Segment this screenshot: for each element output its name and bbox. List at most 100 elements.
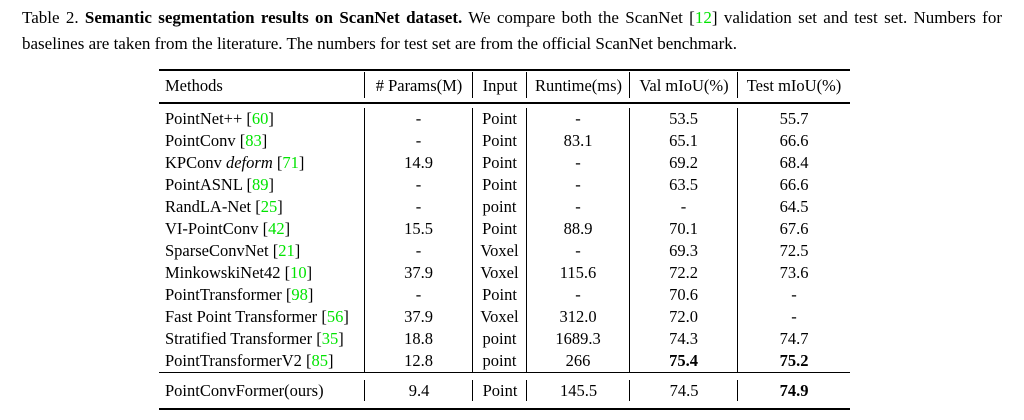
table-row: PointASNL [89] - Point -63.5 66.6 [159,173,850,196]
method-cell: Stratified Transformer [35] [159,327,365,350]
runtime-cell: 312.0 [527,305,630,328]
input-cell: Point [473,373,527,408]
header-cell-params: # Params(M) [365,72,473,99]
ours-row-holder: PointConvFormer(ours) 9.4 Point 145.5 74.5 74… [159,373,850,408]
header-cell-input: Input [473,72,527,99]
test-miou-cell: 55.7 [779,108,809,128]
runtime-cell: 88.9 [527,217,630,240]
header-cell-val-miou: Val mIoU(%) [630,72,738,99]
val-miou-cell: 75.4 [630,349,738,372]
header-cell-methods: Methods [159,72,365,99]
citation-number: 35 [321,328,339,348]
params-cell: 9.4 [365,373,473,408]
table-row: RandLA-Net [25] - point - -64.5 [159,195,850,218]
val-miou-cell: 70.6 [630,283,738,306]
citation-number: 25 [260,196,278,216]
params-cell: 37.9 [365,305,473,328]
method-cell: PointASNL [89] [159,173,365,196]
caption-line-2: baselines are taken from the literature.… [22,34,737,53]
table-row: VI-PointConv [42] 15.5 Point 88.9 70.1 67.6 [159,217,850,240]
table-caption: Table 2. Semantic segmentation results o… [22,5,1002,57]
val-miou-cell: 69.2 [630,151,738,174]
val-miou-cell: 69.3 [630,239,738,262]
test-miou-cell: 66.6 [779,174,809,194]
table-row: PointConvFormer(ours) 9.4 Point 145.5 74.5 74… [159,373,850,408]
input-cell: point [473,327,527,350]
test-miou-cell: 72.5 [779,240,809,260]
val-miou-cell: 72.2 [630,261,738,284]
runtime-cell: - [527,107,630,130]
table-header-rule [159,102,850,104]
citation-number: 89 [251,174,269,194]
input-cell: point [473,195,527,218]
val-miou-cell: 70.1 [630,217,738,240]
params-cell: 15.5 [365,217,473,240]
table-body: PointNet++ [60] - Point -53.5 55.7 PointConv … [159,104,850,372]
table-row: SparseConvNet [21] - Voxel -69.3 72.5 [159,239,850,262]
citation-number: 71 [282,152,299,172]
test-miou-cell: 66.6 [779,130,809,150]
table-row: PointTransformerV2 [85] 12.8 point 266 75.4 7… [159,349,850,372]
input-cell: Point [473,173,527,196]
params-cell: 18.8 [365,327,473,350]
method-cell: KPConv deform [71] [159,151,365,174]
test-miou-cell: 73.6 [779,262,809,282]
runtime-cell: 266 [527,349,630,372]
method-cell: VI-PointConv [42] [159,217,365,240]
table-row: Fast Point Transformer [56] 37.9 Voxel 312.… [159,305,850,328]
test-miou-cell: - [791,284,797,304]
input-cell: Voxel [473,261,527,284]
table-header-row: Methods # Params(M) Input Runtime(ms) Va… [159,71,850,103]
val-miou-cell: 63.5 [630,173,738,196]
table-row: KPConv deform [71] 14.9 Point -69.2 68.4 [159,151,850,174]
method-cell: RandLA-Net [25] [159,195,365,218]
caption-text: [ [689,8,695,27]
params-cell: 14.9 [365,151,473,174]
caption-text: Semantic segmentation results on ScanNet… [84,8,463,27]
input-cell: Voxel [473,305,527,328]
table-top-rule [159,69,850,71]
runtime-cell: - [527,151,630,174]
method-cell: MinkowskiNet42 [10] [159,261,365,284]
citation-number: 60 [251,108,269,128]
test-miou-cell: 67.6 [779,218,809,238]
results-table: Methods # Params(M) Input Runtime(ms) Va… [159,69,850,410]
method-cell: Fast Point Transformer [56] [159,305,365,328]
runtime-cell: - [527,173,630,196]
test-miou-cell: - [791,306,797,326]
citation-number: 12 [694,8,712,27]
params-cell: - [365,107,473,130]
runtime-cell: - [527,239,630,262]
method-cell: PointNet++ [60] [159,107,365,130]
table-row: PointNet++ [60] - Point -53.5 55.7 [159,107,850,130]
citation-number: 56 [326,306,344,326]
caption-text: We compare both the ScanNet [462,8,690,27]
citation-number: 98 [291,284,308,304]
params-cell: - [365,239,473,262]
runtime-cell: 145.5 [527,373,630,408]
val-miou-cell: 74.3 [630,327,738,350]
header-cell-test-miou: Test mIoU(%) [746,76,842,96]
runtime-cell: 83.1 [527,129,630,152]
input-cell: Point [473,151,527,174]
table-bottom-rule [159,408,850,410]
table-row: PointConv [83] - Point 83.1 65.1 66.6 [159,129,850,152]
params-cell: - [365,173,473,196]
test-miou-cell: 74.7 [779,328,809,348]
citation-number: 85 [311,350,329,370]
params-cell: 37.9 [365,261,473,284]
citation-number: 10 [290,262,307,282]
caption-text: ] validation set and test set. Numbers f… [711,8,1002,27]
val-miou-cell: - [630,195,738,218]
table-row: PointTransformer [98] - Point -70.6- [159,283,850,306]
test-miou-cell: 74.9 [779,381,809,401]
caption-line-1: Table 2. Semantic segmentation results o… [22,5,1002,31]
val-miou-cell: 72.0 [630,305,738,328]
val-miou-cell: 53.5 [630,107,738,130]
citation-number: 83 [245,130,262,150]
input-cell: Point [473,283,527,306]
input-cell: Point [473,217,527,240]
params-cell: 12.8 [365,349,473,372]
runtime-cell: 115.6 [527,261,630,284]
caption-text: Table 2. [22,8,85,27]
